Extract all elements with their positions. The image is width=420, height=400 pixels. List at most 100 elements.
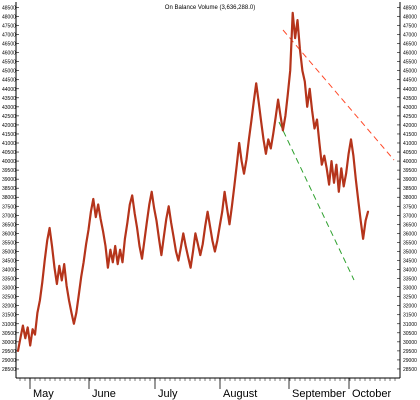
y-tick-label-left: 46000 [2, 51, 16, 57]
y-tick-label-left: 38500 [2, 186, 16, 192]
y-tick-label-left: 34000 [2, 268, 16, 274]
y-tick-label-left: 46500 [2, 42, 16, 48]
y-tick-label-left: 47000 [2, 33, 16, 39]
x-tick-label: August [223, 388, 257, 400]
y-tick-label-left: 45500 [2, 60, 16, 66]
y-tick-label-right: 45000 [403, 69, 417, 75]
x-axis: May June July August September October [19, 378, 396, 400]
y-tick-label-right: 36000 [403, 231, 417, 237]
y-tick-label-left: 30500 [2, 331, 16, 337]
y-tick-label-right: 43000 [403, 105, 417, 111]
y-tick-label-right: 33500 [403, 277, 417, 283]
y-tick-label-left: 47500 [2, 24, 16, 30]
y-tick-label-right: 30500 [403, 331, 417, 337]
upper-trendline [282, 29, 395, 161]
lower-trendline [278, 121, 355, 281]
y-tick-label-left: 42000 [2, 123, 16, 129]
y-tick-label-right: 47000 [403, 33, 417, 39]
y-tick-label-left: 28500 [2, 367, 16, 373]
y-tick-label-left: 43500 [2, 96, 16, 102]
y-tick-label-right: 34500 [403, 259, 417, 265]
y-tick-label-right: 38500 [403, 186, 417, 192]
y-tick-label-left: 33000 [2, 286, 16, 292]
y-tick-label-right: 29500 [403, 349, 417, 355]
y-tick-label-left: 45000 [2, 69, 16, 75]
y-tick-label-left: 35500 [2, 240, 16, 246]
y-tick-label-right: 48500 [403, 5, 417, 11]
y-tick-label-left: 42500 [2, 114, 16, 120]
y-tick-label-right: 31000 [403, 322, 417, 328]
trendlines [278, 29, 395, 281]
y-tick-label-left: 32000 [2, 304, 16, 310]
y-tick-label-right: 43500 [403, 96, 417, 102]
y-tick-label-right: 32000 [403, 304, 417, 310]
chart-title: On Balance Volume (3,636,288.0) [165, 5, 255, 11]
y-tick-label-left: 37500 [2, 204, 16, 210]
y-tick-label-left: 43000 [2, 105, 16, 111]
y-tick-label-left: 39500 [2, 168, 16, 174]
y-tick-label-right: 44000 [403, 87, 417, 93]
y-tick-label-right: 40000 [403, 159, 417, 165]
y-tick-label-left: 29000 [2, 358, 16, 364]
y-tick-label-left: 36500 [2, 222, 16, 228]
y-tick-label-right: 39000 [403, 177, 417, 183]
y-tick-label-right: 41500 [403, 132, 417, 138]
y-tick-label-right: 48000 [403, 14, 417, 20]
y-axis-right: 28500 29000 29500 30000 30500 31000 31500 32000… [397, 5, 417, 373]
y-tick-label-left: 41500 [2, 132, 16, 138]
y-tick-label-right: 35500 [403, 240, 417, 246]
y-tick-label-right: 39500 [403, 168, 417, 174]
y-tick-label-left: 34500 [2, 259, 16, 265]
y-tick-label-right: 42000 [403, 123, 417, 129]
series-layer [16, 11, 370, 352]
y-tick-label-right: 30000 [403, 340, 417, 346]
y-tick-label-right: 45500 [403, 60, 417, 66]
x-tick-label: July [158, 388, 178, 400]
y-tick-label-left: 39000 [2, 177, 16, 183]
y-tick-label-right: 37500 [403, 204, 417, 210]
y-tick-label-left: 44500 [2, 78, 16, 84]
x-tick-label: September [292, 388, 346, 400]
series-line-0 [16, 11, 370, 352]
y-tick-label-left: 44000 [2, 87, 16, 93]
y-tick-label-right: 42500 [403, 114, 417, 120]
y-tick-label-left: 31500 [2, 313, 16, 319]
y-tick-label-right: 44500 [403, 78, 417, 84]
y-tick-label-right: 46000 [403, 51, 417, 57]
y-tick-label-left: 48500 [2, 5, 16, 11]
y-tick-label-right: 41000 [403, 141, 417, 147]
x-tick-label: May [33, 388, 54, 400]
y-tick-label-left: 40000 [2, 159, 16, 165]
y-tick-label-left: 30000 [2, 340, 16, 346]
y-tick-label-right: 37000 [403, 213, 417, 219]
y-tick-label-right: 35000 [403, 249, 417, 255]
y-tick-label-right: 36500 [403, 222, 417, 228]
y-tick-label-right: 31500 [403, 313, 417, 319]
x-tick-label: June [92, 388, 116, 400]
x-tick-label: October [352, 388, 391, 400]
y-tick-label-right: 40500 [403, 150, 417, 156]
y-tick-label-right: 46500 [403, 42, 417, 48]
y-tick-label-left: 38000 [2, 195, 16, 201]
y-tick-label-left: 29500 [2, 349, 16, 355]
y-tick-label-left: 32500 [2, 295, 16, 301]
y-tick-label-left: 40500 [2, 150, 16, 156]
y-tick-label-left: 33500 [2, 277, 16, 283]
y-tick-label-left: 36000 [2, 231, 16, 237]
y-tick-label-right: 38000 [403, 195, 417, 201]
y-tick-label-left: 35000 [2, 249, 16, 255]
y-tick-label-right: 32500 [403, 295, 417, 301]
y-tick-label-right: 34000 [403, 268, 417, 274]
plot-area [16, 2, 400, 378]
y-tick-label-right: 29000 [403, 358, 417, 364]
y-tick-label-right: 33000 [403, 286, 417, 292]
y-tick-label-left: 37000 [2, 213, 16, 219]
y-tick-label-left: 41000 [2, 141, 16, 147]
y-axis-left: 28500 29000 29500 30000 30500 31000 31500 32000… [2, 5, 19, 373]
y-tick-label-left: 48000 [2, 14, 16, 20]
y-tick-label-right: 47500 [403, 24, 417, 30]
y-tick-label-right: 28500 [403, 367, 417, 373]
y-tick-label-left: 31000 [2, 322, 16, 328]
